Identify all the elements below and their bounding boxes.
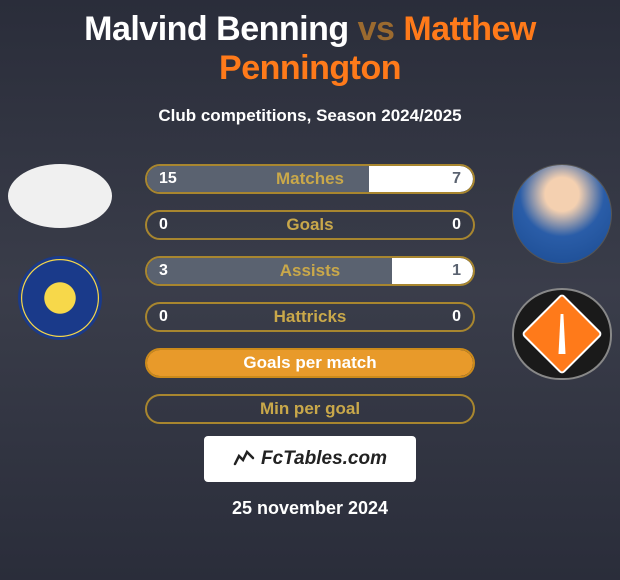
stat-value-left: 0 (159, 216, 168, 234)
stat-label: Goals per match (243, 353, 376, 373)
attribution-text: FcTables.com (261, 448, 387, 470)
player2-column (512, 164, 612, 376)
attribution-icon (233, 448, 255, 471)
blackpool-badge-icon (512, 288, 612, 380)
player2-photo (512, 164, 612, 264)
shrewsbury-badge-icon (18, 256, 102, 340)
stat-row: Goals per match (145, 348, 475, 378)
stat-value-right: 0 (452, 216, 461, 234)
blackpool-tower-icon (555, 314, 569, 354)
stat-row: 3 Assists 1 (145, 256, 475, 286)
comparison-subtitle: Club competitions, Season 2024/2025 (0, 106, 620, 126)
stat-fill-left (147, 258, 392, 284)
stat-row: 0 Goals 0 (145, 210, 475, 240)
stat-row: 0 Hattricks 0 (145, 302, 475, 332)
stat-label: Min per goal (260, 399, 360, 419)
title-player1: Malvind Benning (84, 10, 349, 48)
stat-label: Matches (276, 169, 344, 189)
stat-label: Assists (280, 261, 340, 281)
comparison-date: 25 november 2024 (0, 498, 620, 519)
player2-club-badge (512, 292, 612, 376)
attribution-badge: FcTables.com (204, 436, 416, 482)
player1-photo (8, 164, 112, 228)
player1-column (8, 164, 112, 340)
stat-value-left: 0 (159, 308, 168, 326)
stat-bars: 15 Matches 7 0 Goals 0 3 Assists 1 0 Hattricks 0 Goa… (145, 164, 475, 424)
title-vs: vs (358, 10, 395, 48)
stat-label: Goals (286, 215, 333, 235)
comparison-title: Malvind Benning vs Matthew Pennington (0, 0, 620, 88)
stat-value-right: 7 (452, 170, 461, 188)
stat-value-right: 1 (452, 262, 461, 280)
stat-value-left: 3 (159, 262, 168, 280)
blackpool-shield-icon (521, 293, 603, 375)
stat-value-right: 0 (452, 308, 461, 326)
player1-club-badge (10, 256, 110, 340)
comparison-content: 15 Matches 7 0 Goals 0 3 Assists 1 0 Hattricks 0 Goa… (0, 164, 620, 424)
stat-label: Hattricks (274, 307, 347, 327)
stat-row: Min per goal (145, 394, 475, 424)
stat-value-left: 15 (159, 170, 177, 188)
stat-row: 15 Matches 7 (145, 164, 475, 194)
